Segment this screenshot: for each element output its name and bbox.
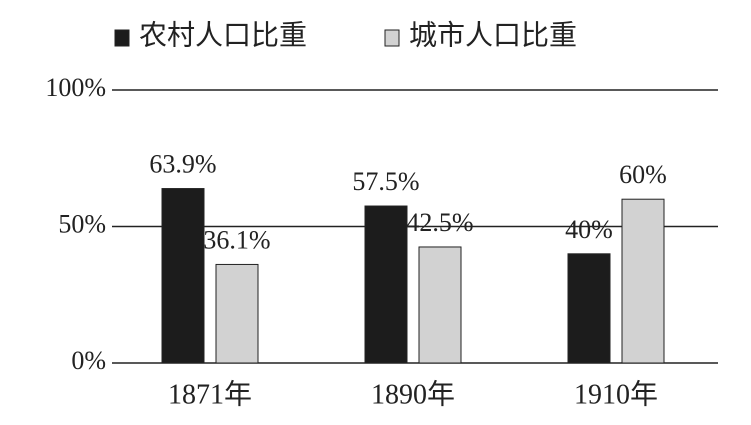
legend-label: 城市人口比重 — [409, 19, 577, 51]
bar — [215, 263, 259, 364]
x-tick-label: 1890年 — [371, 378, 455, 410]
y-tick-label: 100% — [45, 73, 106, 102]
bar — [364, 205, 408, 364]
x-tick-label: 1910年 — [574, 378, 658, 410]
y-tick-label: 50% — [58, 209, 106, 238]
value-label: 57.5% — [352, 167, 419, 196]
value-label: 40% — [565, 215, 613, 244]
y-tick-label: 0% — [71, 346, 106, 375]
value-label: 36.1% — [203, 225, 270, 254]
x-tick-label: 1871年 — [168, 378, 252, 410]
legend-swatch — [114, 29, 130, 47]
bar — [418, 246, 462, 364]
value-label: 60% — [619, 160, 667, 189]
value-label: 63.9% — [149, 150, 216, 179]
legend-swatch — [384, 29, 400, 47]
value-label: 42.5% — [406, 208, 473, 237]
bar — [621, 198, 665, 364]
bar — [161, 188, 205, 364]
bar — [567, 253, 611, 364]
legend-label: 农村人口比重 — [139, 19, 307, 51]
